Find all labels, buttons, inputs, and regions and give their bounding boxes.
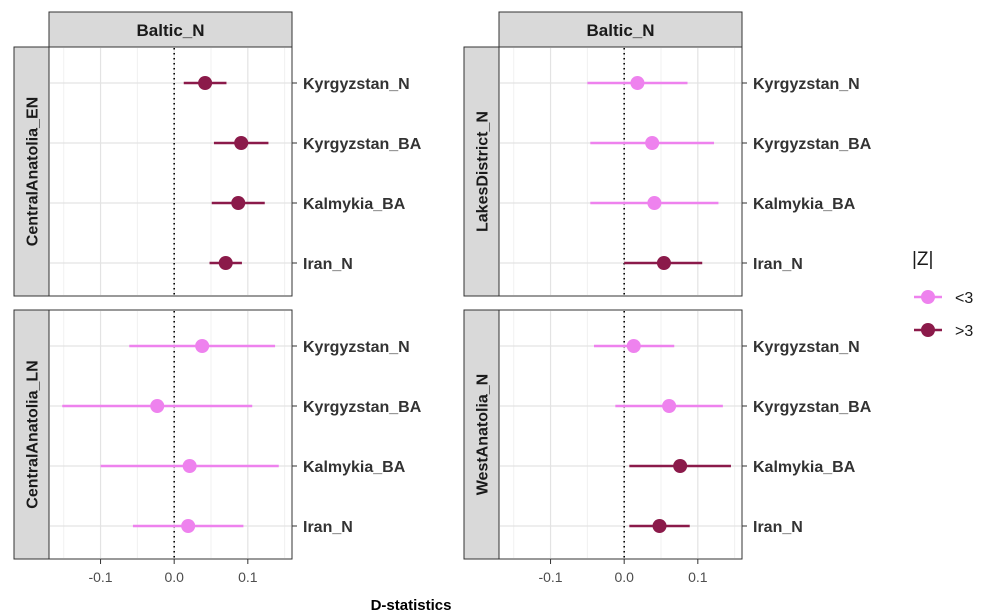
column-strip [498, 11, 743, 48]
point-estimate [662, 399, 677, 413]
category-label: Kyrgyzstan_N [303, 76, 410, 93]
column-strip-label: Baltic_N [586, 21, 654, 40]
category-label: Iran_N [753, 519, 803, 536]
column-strip [48, 11, 293, 48]
category-label: Kyrgyzstan_BA [753, 136, 872, 153]
point-estimate [195, 339, 210, 353]
row-strip-label: LakesDistrict_N [475, 111, 492, 232]
row-strip-label: WestAnatolia_N [475, 374, 492, 496]
point-estimate [231, 196, 246, 210]
category-label: Kyrgyzstan_N [753, 339, 860, 356]
point-estimate [645, 136, 660, 150]
legend-label: <3 [955, 290, 973, 307]
x-tick-label: 0.0 [164, 569, 184, 585]
row-strip-label: CentralAnatolia_LN [25, 360, 42, 508]
row-strip [463, 46, 500, 297]
category-label: Kyrgyzstan_BA [303, 399, 422, 416]
x-tick-label: -0.1 [538, 569, 562, 585]
column-strip-label: Baltic_N [136, 21, 204, 40]
row-strip [463, 309, 500, 560]
category-label: Kyrgyzstan_N [753, 76, 860, 93]
panel-frame [498, 46, 743, 297]
category-label: Kyrgyzstan_N [303, 339, 410, 356]
category-label: Kalmykia_BA [753, 196, 856, 213]
point-estimate [652, 519, 667, 533]
point-estimate [181, 519, 196, 533]
panel-frame [48, 309, 293, 560]
point-estimate [656, 256, 671, 270]
category-label: Kalmykia_BA [303, 459, 406, 476]
legend-title: |Z| [912, 249, 933, 270]
point-estimate [234, 136, 249, 150]
x-tick-label: 0.1 [688, 569, 708, 585]
x-axis-title: D-statistics [371, 597, 452, 614]
x-tick-label: -0.1 [88, 569, 112, 585]
panel-frame [48, 46, 293, 297]
row-strip-label: CentralAnatolia_EN [25, 97, 42, 246]
point-estimate [182, 459, 197, 473]
point-estimate [626, 339, 641, 353]
category-label: Iran_N [303, 256, 353, 273]
legend-key-point [921, 290, 935, 304]
point-estimate [150, 399, 165, 413]
legend-key-point [921, 323, 935, 337]
point-estimate [647, 196, 662, 210]
row-strip [13, 46, 50, 297]
x-tick-label: 0.1 [238, 569, 258, 585]
category-label: Kyrgyzstan_BA [303, 136, 422, 153]
category-label: Kalmykia_BA [303, 196, 406, 213]
category-label: Iran_N [303, 519, 353, 536]
point-estimate [218, 256, 233, 270]
category-label: Kalmykia_BA [753, 459, 856, 476]
category-label: Kyrgyzstan_BA [753, 399, 872, 416]
category-label: Iran_N [753, 256, 803, 273]
point-estimate [630, 76, 645, 90]
legend-label: >3 [955, 323, 973, 340]
x-tick-label: 0.0 [614, 569, 634, 585]
point-estimate [198, 76, 213, 90]
point-estimate [673, 459, 688, 473]
panel-frame [498, 309, 743, 560]
